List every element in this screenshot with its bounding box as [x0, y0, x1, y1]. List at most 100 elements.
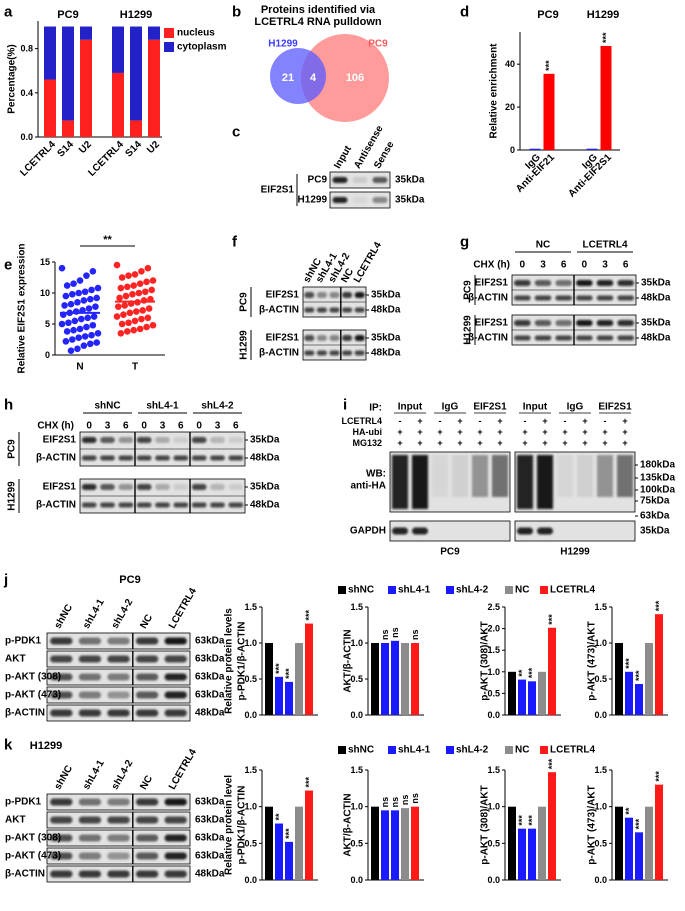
sign: + [522, 427, 527, 437]
data-point [58, 264, 66, 272]
blot-band [164, 655, 187, 663]
y-tick-label: 5 [45, 319, 50, 329]
row-label: p-AKT (473) [5, 690, 61, 701]
data-point [76, 277, 84, 284]
blot-band [135, 834, 159, 842]
time-label: 0 [196, 421, 202, 432]
significance: *** [527, 667, 537, 678]
data-point [68, 336, 76, 343]
blot-band [50, 691, 73, 699]
size-marker: 48kDa [195, 708, 225, 719]
y-tick-label: 0.5 [244, 674, 257, 684]
bar [543, 73, 555, 150]
legend-label: NC [515, 745, 529, 756]
blot-band [78, 637, 102, 645]
y-axis-label: p-AKT (473)/AKT [587, 621, 598, 700]
sign: + [417, 438, 422, 448]
legend-label: shL4-2 [456, 745, 489, 756]
bar-segment [62, 26, 74, 121]
significance: ns [390, 627, 400, 638]
blot-band [228, 484, 244, 490]
blot-band [342, 292, 353, 298]
legend-swatch [338, 746, 346, 754]
blot-smear [452, 455, 468, 497]
bar-segment [130, 120, 142, 137]
blot-band [329, 350, 340, 356]
sign: + [497, 427, 502, 437]
blot-band [514, 335, 531, 341]
data-point [123, 328, 131, 335]
blot-frame [389, 520, 511, 542]
bar [548, 627, 556, 715]
x-tick-label: N [76, 362, 83, 373]
blot-smear [577, 455, 593, 497]
blot-band [514, 295, 531, 301]
data-point [63, 282, 71, 289]
bar [635, 832, 643, 880]
time-label: 3 [602, 260, 608, 271]
data-point [68, 290, 76, 298]
size-marker: 48kDa [250, 500, 280, 511]
data-point [70, 326, 77, 334]
sign: + [457, 438, 462, 448]
group-label: PC9 [463, 280, 474, 300]
y-tick-label: 1.5 [350, 765, 363, 775]
condition-label: LCETRL4 [583, 240, 628, 251]
sign: + [622, 416, 627, 426]
blot-smear [557, 455, 573, 497]
size-marker: 35kDa [641, 318, 671, 329]
blot-band [50, 870, 73, 878]
bar [518, 679, 526, 715]
panel-letter: f [232, 234, 238, 251]
y-axis-label: p-AKT (473)/AKT [587, 785, 598, 864]
blot-band [210, 437, 225, 443]
data-point [136, 325, 144, 333]
sign: + [417, 427, 422, 437]
size-marker: 63kDa [195, 833, 225, 844]
chx-label: CHX (h) [473, 260, 510, 271]
row-label: EIF2S1 [475, 278, 509, 289]
blot-band [534, 335, 552, 341]
y-tick-label: 1.5 [350, 602, 363, 612]
data-point [118, 320, 126, 328]
data-point [77, 315, 85, 323]
row-label: EIF2S1 [43, 435, 77, 446]
condition-label: shL4-2 [201, 401, 234, 412]
sign: - [439, 416, 442, 426]
bar [391, 810, 399, 880]
blot-band [517, 527, 533, 535]
time-label: 0 [86, 421, 92, 432]
blot-band [342, 350, 353, 356]
y-tick-label: 1.0 [350, 638, 363, 648]
data-point [120, 311, 127, 319]
data-point [130, 326, 138, 334]
blot-band [135, 655, 159, 663]
group-label: H1299 [120, 9, 152, 21]
time-label: 6 [233, 421, 239, 432]
blot-band [191, 455, 207, 461]
bar [265, 806, 273, 880]
y-tick-label: 0.0 [350, 710, 363, 720]
bar [391, 640, 399, 715]
row-label: GAPDH [350, 526, 386, 537]
size-marker: 35kDa [250, 435, 280, 446]
y-tick-label: 2.5 [487, 602, 500, 612]
y-tick-label: 0 [45, 350, 50, 360]
y-tick-label: 0.5 [487, 838, 500, 848]
blot-band [617, 295, 634, 301]
blot-frame [389, 451, 511, 513]
significance: *** [284, 828, 294, 839]
bar [285, 681, 293, 715]
blot-band [50, 852, 73, 860]
condition-label: shNC [94, 401, 120, 412]
ip-group: EIF2S1 [473, 402, 507, 413]
data-point [90, 313, 98, 320]
legend-label: shL4-1 [398, 745, 431, 756]
data-point [92, 303, 99, 310]
y-tick-label: 1.0 [244, 638, 257, 648]
blot-band [135, 691, 159, 699]
blot-band [50, 673, 73, 681]
significance: *** [547, 758, 557, 769]
bar [645, 806, 653, 880]
y-tick-label: 1.5 [487, 645, 500, 655]
